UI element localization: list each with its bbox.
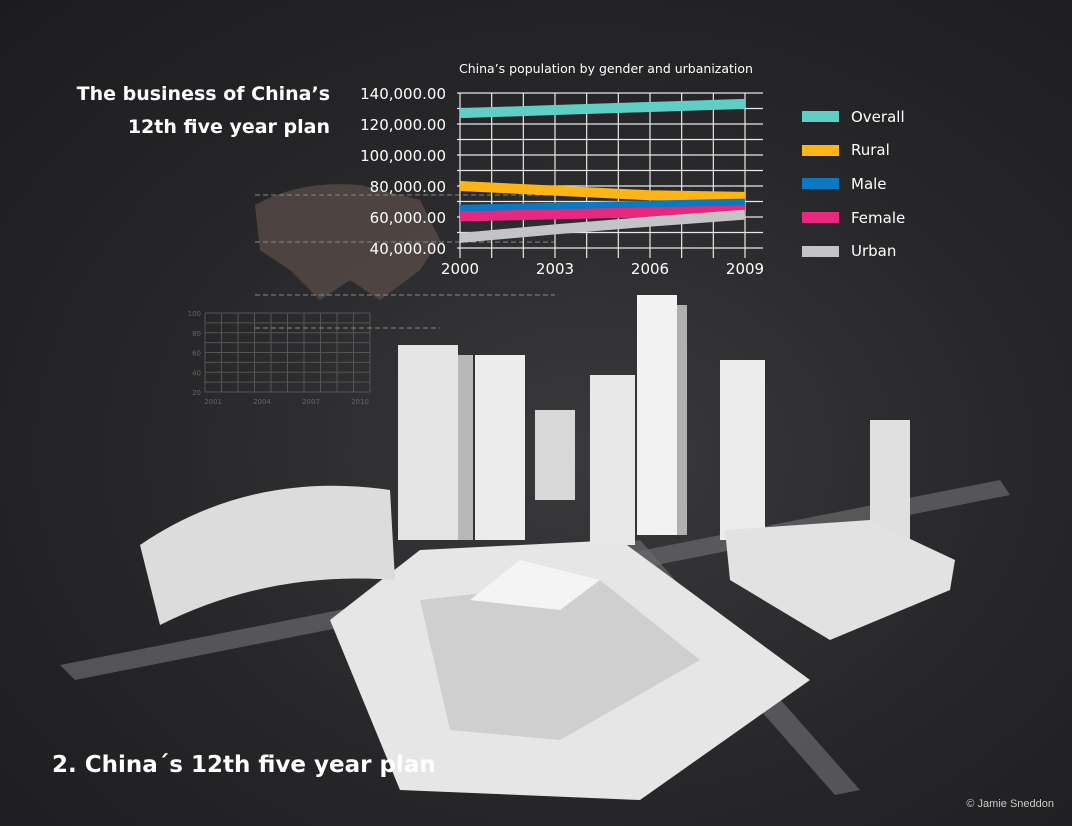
y-tick-label: 140,000.00 bbox=[360, 85, 446, 103]
legend-item-rural: Rural bbox=[802, 134, 905, 168]
legend-swatch bbox=[802, 178, 839, 190]
bg-y-tick-label: 80 bbox=[192, 330, 201, 338]
legend-swatch bbox=[802, 111, 839, 123]
tower bbox=[590, 375, 635, 545]
y-tick-label: 120,000.00 bbox=[360, 116, 446, 134]
y-tick-label: 100,000.00 bbox=[360, 147, 446, 165]
series-line-female bbox=[459, 205, 746, 222]
series-line-rural bbox=[459, 181, 746, 202]
legend-item-overall: Overall bbox=[802, 100, 905, 134]
legend-swatch bbox=[802, 144, 839, 156]
y-tick-label: 60,000.00 bbox=[370, 209, 446, 227]
legend-item-female: Female bbox=[802, 201, 905, 235]
tower bbox=[720, 360, 765, 540]
tower bbox=[637, 295, 677, 535]
tower bbox=[475, 355, 525, 540]
credit: © Jamie Sneddon bbox=[966, 798, 1054, 810]
section-title: 2. China´s 12th five year plan bbox=[52, 752, 436, 778]
x-tick-label: 2009 bbox=[726, 260, 764, 278]
series-line-overall bbox=[459, 98, 746, 119]
bg-x-tick-label: 2004 bbox=[253, 398, 271, 406]
x-tick-label: 2006 bbox=[631, 260, 669, 278]
tower bbox=[398, 345, 458, 540]
legend-swatch bbox=[802, 245, 839, 257]
bg-y-tick-label: 20 bbox=[192, 389, 201, 397]
chart-title: China’s population by gender and urbaniz… bbox=[459, 61, 753, 76]
legend-swatch bbox=[802, 212, 839, 224]
y-tick-label: 40,000.00 bbox=[370, 240, 446, 258]
legend-item-male: Male bbox=[802, 167, 905, 201]
bg-y-tick-label: 40 bbox=[192, 369, 201, 377]
legend-item-urban: Urban bbox=[802, 234, 905, 268]
y-tick-label: 80,000.00 bbox=[370, 178, 446, 196]
stadium bbox=[140, 485, 395, 625]
x-tick-label: 2000 bbox=[441, 260, 479, 278]
legend-label: Urban bbox=[851, 242, 897, 261]
legend-label: Female bbox=[851, 208, 906, 227]
bg-y-tick-label: 100 bbox=[188, 310, 201, 318]
bg-x-tick-label: 2001 bbox=[204, 398, 222, 406]
bg-x-tick-label: 2007 bbox=[302, 398, 320, 406]
x-tick-label: 2003 bbox=[536, 260, 574, 278]
series-line-urban bbox=[459, 209, 746, 243]
bg-y-tick-label: 60 bbox=[192, 350, 201, 358]
infographic-title: The business of China’s 12th five year p… bbox=[76, 83, 330, 138]
legend-label: Rural bbox=[851, 141, 890, 160]
legend-label: Overall bbox=[851, 107, 905, 126]
bg-x-tick-label: 2010 bbox=[351, 398, 369, 406]
series-line-male bbox=[459, 198, 746, 215]
chart-legend: Overall Rural Male Female Urban bbox=[802, 100, 905, 268]
legend-label: Male bbox=[851, 174, 887, 193]
